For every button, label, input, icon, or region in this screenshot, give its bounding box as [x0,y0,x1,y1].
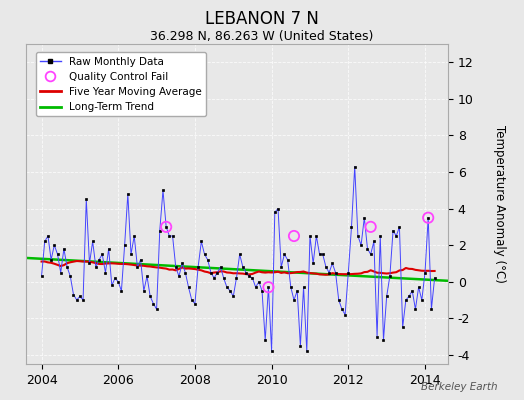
Raw Monthly Data [154,307,160,312]
Line: Raw Monthly Data: Raw Monthly Data [40,165,436,352]
Raw Monthly Data [38,274,45,279]
Five Year Moving Average [431,268,438,273]
Quality Control Fail [366,224,375,230]
Raw Monthly Data [41,239,48,244]
Text: 36.298 N, 86.263 W (United States): 36.298 N, 86.263 W (United States) [150,30,374,43]
Five Year Moving Average [268,270,275,275]
Raw Monthly Data [112,276,118,280]
Five Year Moving Average [73,259,80,264]
Y-axis label: Temperature Anomaly (°C): Temperature Anomaly (°C) [493,125,506,283]
Legend: Raw Monthly Data, Quality Control Fail, Five Year Moving Average, Long-Term Tren: Raw Monthly Data, Quality Control Fail, … [36,52,206,116]
Quality Control Fail [264,284,272,290]
Text: LEBANON 7 N: LEBANON 7 N [205,10,319,28]
Five Year Moving Average [214,270,221,275]
Raw Monthly Data [211,276,217,280]
Five Year Moving Average [323,272,329,277]
Quality Control Fail [290,233,298,239]
Raw Monthly Data [352,164,358,169]
Five Year Moving Average [64,261,70,266]
Raw Monthly Data [431,276,438,280]
Raw Monthly Data [64,265,70,270]
Five Year Moving Average [38,259,45,264]
Five Year Moving Average [115,261,122,266]
Five Year Moving Average [157,265,163,270]
Quality Control Fail [162,224,170,230]
Raw Monthly Data [265,285,271,290]
Line: Five Year Moving Average: Five Year Moving Average [41,261,434,275]
Text: Berkeley Earth: Berkeley Earth [421,382,498,392]
Raw Monthly Data [268,349,275,354]
Five Year Moving Average [41,259,48,264]
Quality Control Fail [424,214,432,221]
